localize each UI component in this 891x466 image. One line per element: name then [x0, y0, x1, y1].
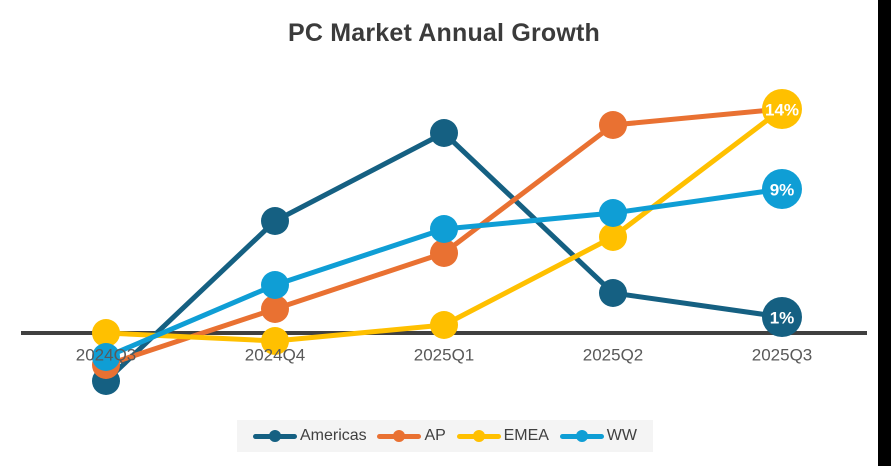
data-point-emea-2025q2 — [599, 223, 627, 251]
data-label-bubble-americas — [762, 297, 802, 337]
legend-item-americas[interactable]: Americas — [253, 427, 367, 445]
data-point-emea-2024q4 — [261, 327, 289, 355]
data-point-ww-2025q1 — [430, 215, 458, 243]
data-point-ap-2024q4 — [261, 295, 289, 323]
data-label-bubble-ww — [762, 169, 802, 209]
data-point-emea-2025q1 — [430, 311, 458, 339]
legend-label: AP — [424, 427, 446, 444]
x-tick-label-2024q3: 2024Q3 — [76, 346, 137, 365]
legend-label: EMEA — [503, 427, 549, 444]
data-point-americas-2025q1 — [430, 119, 458, 147]
chart-title: PC Market Annual Growth — [287, 19, 601, 47]
legend-item-emea[interactable]: EMEA — [456, 427, 549, 445]
legend-item-ww[interactable]: WW — [559, 427, 637, 445]
data-point-americas-2024q4 — [261, 207, 289, 235]
x-tick-label-2025q3: 2025Q3 — [752, 346, 813, 365]
x-tick-label-2025q1: 2025Q1 — [414, 346, 475, 365]
data-point-ww-2025q2 — [599, 199, 627, 227]
window-edge-bar — [878, 0, 891, 466]
legend-marker-icon — [559, 430, 604, 442]
legend-marker-icon — [253, 430, 297, 442]
data-point-ap-2025q2 — [599, 111, 627, 139]
chart-legend: Americas AP EMEA WW — [237, 420, 653, 452]
x-tick-label-2025q2: 2025Q2 — [583, 346, 644, 365]
data-label-text-americas: 1% — [770, 309, 795, 328]
data-label-text-emea: 14% — [765, 101, 799, 120]
data-point-americas-2025q2 — [599, 279, 627, 307]
legend-marker-icon — [377, 430, 422, 442]
legend-label: WW — [606, 427, 637, 444]
legend-item-ap[interactable]: AP — [377, 427, 446, 445]
data-point-ww-2024q3 — [92, 343, 120, 371]
x-tick-label-2024q4: 2024Q4 — [245, 346, 306, 365]
data-label-bubble-emea — [762, 89, 802, 129]
legend-label: Americas — [300, 427, 367, 444]
legend-marker-icon — [456, 430, 501, 442]
data-point-emea-2024q3 — [92, 319, 120, 347]
data-point-ww-2024q4 — [261, 271, 289, 299]
data-label-text-ww: 9% — [770, 181, 795, 200]
data-point-ap-2025q1 — [430, 239, 458, 267]
